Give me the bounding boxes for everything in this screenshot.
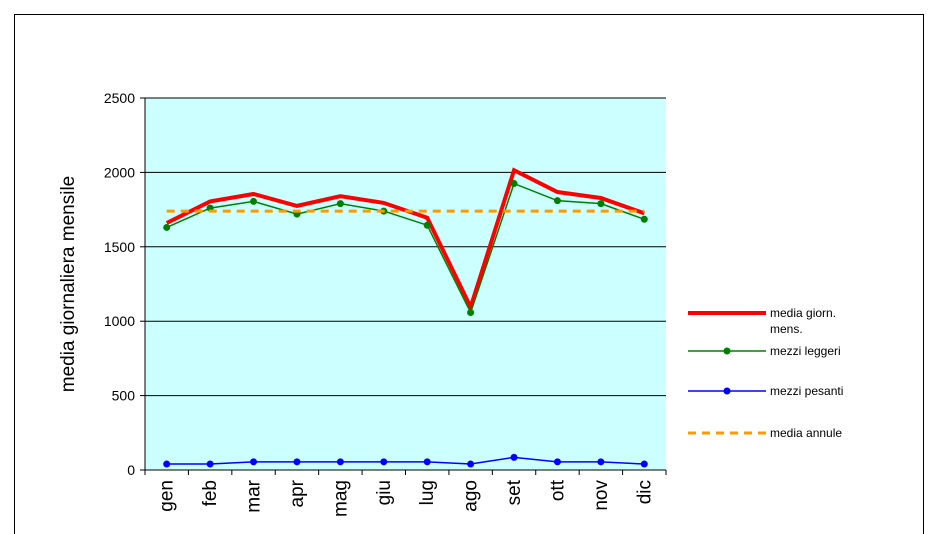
data-point — [163, 460, 171, 468]
data-point — [467, 460, 475, 468]
data-point — [597, 458, 605, 466]
y-axis-label: media giornaliera mensile — [58, 176, 79, 393]
x-tick-label: nov — [591, 480, 612, 511]
y-tick-label: 0 — [127, 462, 135, 478]
data-point — [640, 215, 648, 223]
x-tick-label: ago — [461, 480, 482, 512]
series-line — [166, 456, 645, 465]
data-point — [336, 458, 344, 466]
chart-border — [14, 14, 924, 534]
legend-marker — [723, 347, 731, 355]
legend-item: media annule — [688, 426, 870, 441]
legend-swatch — [688, 387, 766, 395]
x-tick-label: feb — [200, 480, 221, 506]
data-point — [553, 458, 561, 466]
y-tick-label: 2500 — [104, 90, 135, 106]
data-point — [553, 197, 561, 205]
data-point — [250, 458, 258, 466]
x-tick-label: apr — [287, 479, 308, 507]
x-tick-label: giu — [374, 480, 395, 505]
legend-label: media giorn. mens. — [770, 306, 837, 336]
x-tick-label: ott — [547, 479, 568, 501]
x-tick-label: dic — [634, 480, 655, 504]
x-tick-label: lug — [417, 480, 438, 505]
x-tick-label: gen — [157, 480, 178, 512]
data-point — [380, 458, 388, 466]
x-tick-label: set — [504, 479, 525, 505]
x-tick-label: mag — [330, 480, 351, 517]
data-point — [640, 460, 648, 468]
data-point — [510, 180, 518, 188]
legend-item: media giorn. mens. — [688, 306, 870, 337]
y-tick-label: 1500 — [104, 239, 135, 255]
y-tick-label: 1000 — [104, 313, 135, 329]
y-tick-label: 2000 — [104, 164, 135, 180]
data-point — [423, 221, 431, 229]
legend-label: media annule — [770, 426, 843, 440]
data-point — [423, 458, 431, 466]
y-tick-label: 500 — [112, 388, 136, 404]
legend-item: mezzi pesanti — [688, 384, 870, 399]
data-point — [336, 200, 344, 208]
series-line — [166, 182, 645, 315]
x-tick-label: mar — [244, 479, 265, 512]
data-point — [597, 200, 605, 208]
data-point — [163, 223, 171, 231]
legend-label: mezzi pesanti — [770, 384, 844, 398]
legend-label: mezzi leggeri — [770, 344, 841, 358]
data-point — [467, 309, 475, 317]
plot-area — [145, 98, 666, 470]
legend-swatch — [688, 347, 766, 355]
legend-item: mezzi leggeri — [688, 344, 870, 359]
data-point — [293, 458, 301, 466]
data-point — [206, 460, 214, 468]
legend-marker — [723, 387, 731, 395]
data-point — [510, 453, 518, 461]
data-point — [250, 197, 258, 205]
legend-swatch — [688, 431, 766, 435]
legend-swatch — [688, 311, 766, 315]
